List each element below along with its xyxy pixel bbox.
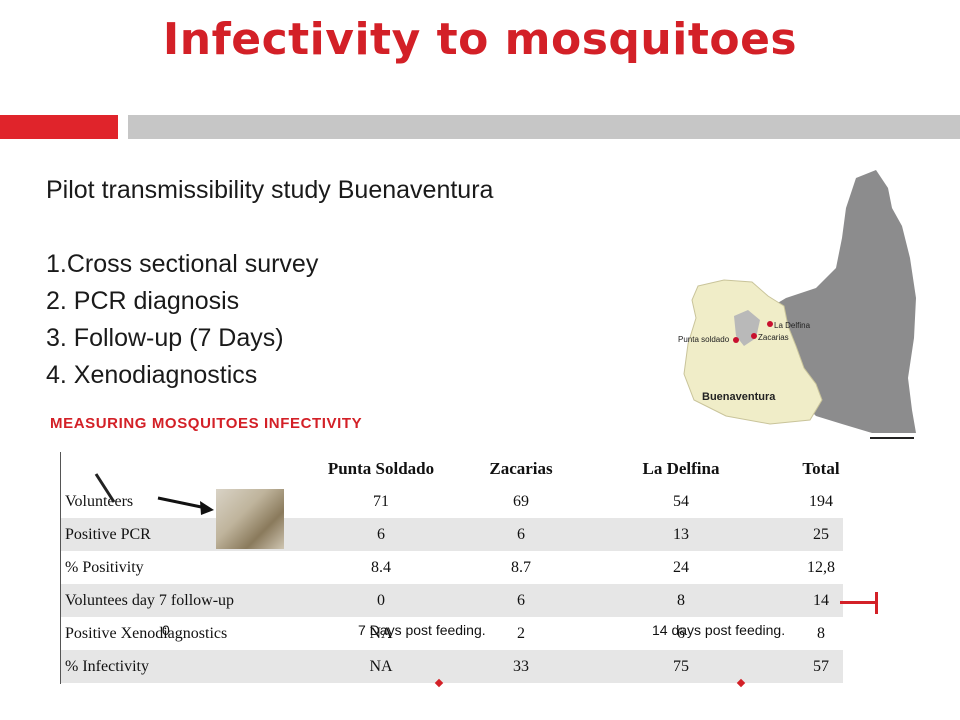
label-buenaventura: Buenaventura bbox=[702, 391, 776, 403]
arrow-icon bbox=[94, 473, 214, 515]
step-4: 4. Xenodiagnostics bbox=[46, 361, 258, 389]
table-row: Positive PCR 6 6 13 25 bbox=[61, 518, 843, 551]
cell: 54 bbox=[673, 493, 689, 510]
section-heading: MEASURING MOSQUITOES INFECTIVITY bbox=[50, 415, 363, 432]
table-row: % Positivity 8.4 8.7 24 12,8 bbox=[61, 551, 843, 584]
cell: NA bbox=[369, 658, 393, 675]
cell: 6 bbox=[517, 526, 525, 543]
col-la-delfina: La Delfina bbox=[642, 459, 720, 478]
row-label: Voluntees day 7 follow-up bbox=[65, 592, 235, 609]
cell: NA bbox=[369, 625, 393, 642]
col-punta-soldado: Punta Soldado bbox=[327, 459, 435, 478]
cell: 75 bbox=[673, 658, 689, 675]
timeline-bracket-v bbox=[875, 592, 878, 614]
slide-title: Infectivity to mosquitoes bbox=[162, 14, 798, 65]
cell: 13 bbox=[673, 526, 689, 543]
cell: 71 bbox=[373, 493, 389, 510]
cell: 8.4 bbox=[371, 559, 391, 576]
cell: 6 bbox=[377, 526, 385, 543]
infectivity-table: Punta Soldado Zacarias La Delfina Total … bbox=[60, 452, 843, 684]
row-label: Positive PCR bbox=[65, 526, 151, 543]
step-3: 3. Follow-up (7 Days) bbox=[46, 324, 284, 352]
cell: 6 bbox=[517, 592, 525, 609]
cell: 14 bbox=[813, 592, 829, 609]
table-row: Voluntees day 7 follow-up 0 6 8 14 bbox=[61, 584, 843, 617]
cell: 33 bbox=[513, 658, 529, 675]
cell: 12,8 bbox=[807, 559, 835, 576]
table-row: % Infectivity NA 33 75 57 bbox=[61, 650, 843, 683]
col-total: Total bbox=[802, 459, 840, 478]
accent-bar-red bbox=[0, 115, 118, 139]
table-row: Volunteers 71 69 54 194 bbox=[61, 485, 843, 518]
accent-bar-gray bbox=[128, 115, 960, 139]
row-label: Positive Xenodiagnostics bbox=[65, 625, 228, 642]
zacarias-dot bbox=[751, 333, 757, 339]
cell: 24 bbox=[673, 559, 689, 576]
cell: 25 bbox=[813, 526, 829, 543]
timeline-zero: 0 bbox=[162, 622, 170, 638]
label-la-delfina: La Delfina bbox=[774, 321, 811, 330]
la-delfina-dot bbox=[767, 321, 773, 327]
label-zacarias: Zacarias bbox=[758, 333, 789, 342]
row-label: Volunteers bbox=[65, 493, 134, 510]
label-punta-soldado: Punta soldado bbox=[678, 335, 730, 344]
cell: 8.7 bbox=[511, 559, 531, 576]
cell: 57 bbox=[813, 658, 829, 675]
step-1: 1.Cross sectional survey bbox=[46, 250, 319, 278]
step-2: 2. PCR diagnosis bbox=[46, 287, 240, 315]
punta-soldado-dot bbox=[733, 337, 739, 343]
cell: 6 bbox=[677, 625, 685, 642]
table-row: Positive Xenodiagnostics NA 2 6 8 bbox=[61, 617, 843, 650]
col-zacarias: Zacarias bbox=[489, 459, 553, 478]
row-label: % Infectivity bbox=[65, 658, 149, 675]
mosquito-feeding-photo bbox=[216, 489, 284, 549]
cell: 0 bbox=[377, 592, 385, 609]
map-region-buenaventura bbox=[683, 279, 823, 425]
timeline-bracket-h bbox=[840, 601, 876, 604]
table-header: Punta Soldado Zacarias La Delfina Total bbox=[61, 452, 843, 485]
cell: 8 bbox=[677, 592, 685, 609]
cell: 194 bbox=[809, 493, 833, 510]
intro-text: Pilot transmissibility study Buenaventur… bbox=[46, 176, 494, 204]
timeline-day-14: 14 days post feeding. bbox=[652, 622, 786, 638]
buenaventura-map: La Delfina Punta soldado Zacarias Buenav… bbox=[678, 170, 916, 439]
row-label: % Positivity bbox=[65, 559, 144, 576]
cell: 2 bbox=[517, 625, 525, 642]
cell: 8 bbox=[817, 625, 825, 642]
cell: 69 bbox=[513, 493, 529, 510]
timeline-day-7: 7 Days post feeding. bbox=[358, 622, 486, 638]
study-description: Pilot transmissibility study Buenaventur… bbox=[46, 172, 493, 394]
